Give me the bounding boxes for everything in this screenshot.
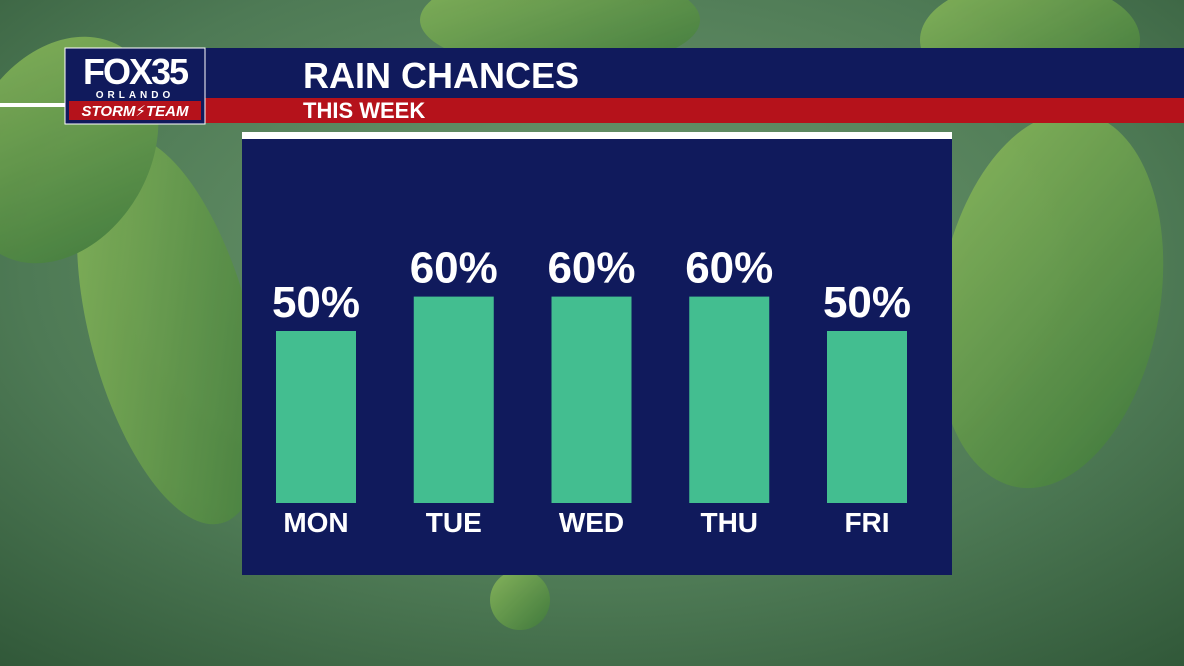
logo-team: STORM⚡TEAM xyxy=(82,103,189,120)
logo-city: ORLANDO xyxy=(96,90,175,101)
plot: 50% MON 60% TUE 60% WED 60% THU 50% FRI xyxy=(272,244,911,538)
bar xyxy=(413,296,494,503)
logo-brand: FOX35 xyxy=(83,51,189,92)
bar xyxy=(689,296,770,503)
x-tick-label: WED xyxy=(559,507,624,538)
bar xyxy=(276,331,356,503)
x-tick-label: THU xyxy=(700,507,758,538)
x-tick-label: TUE xyxy=(426,507,482,538)
bar xyxy=(827,331,907,503)
title-bar xyxy=(65,48,1184,98)
subtitle-bar xyxy=(65,98,1184,123)
value-label: 50% xyxy=(823,278,911,327)
chart-subtitle: THIS WEEK xyxy=(303,98,425,123)
x-tick-label: MON xyxy=(283,507,348,538)
x-tick-label: FRI xyxy=(844,507,889,538)
value-label: 60% xyxy=(410,244,498,293)
value-label: 60% xyxy=(547,244,635,293)
header-rule xyxy=(0,103,70,107)
panel-top-rule xyxy=(242,132,952,139)
logo-team-box xyxy=(69,101,201,120)
value-label: 60% xyxy=(685,244,773,293)
chart-title: RAIN CHANCES xyxy=(303,55,579,96)
value-label: 50% xyxy=(272,278,360,327)
bar xyxy=(551,296,632,503)
